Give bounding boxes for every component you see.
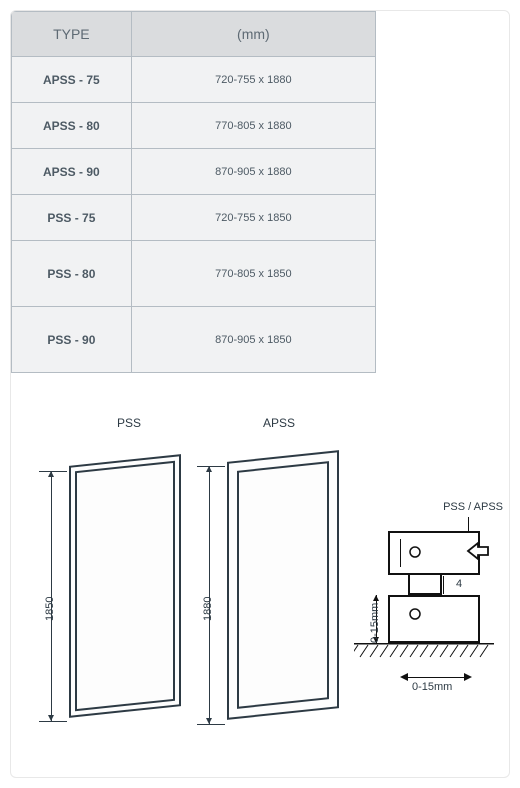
- section-label: PSS / APSS: [443, 501, 503, 513]
- technical-diagrams: PSS 1850 APSS 1880 PSS / APSS: [11, 416, 510, 776]
- cell-type: APSS - 90: [12, 149, 132, 195]
- dim-4: 4: [456, 578, 462, 590]
- apss-label: APSS: [249, 416, 309, 430]
- table-row: APSS - 80 770-805 x 1880: [12, 103, 376, 149]
- pss-dim-tick-bot: [39, 721, 67, 722]
- dim-0-15-v: 0-15mm: [369, 603, 381, 643]
- dim-0-15-h: 0-15mm: [412, 681, 452, 693]
- cell-type: APSS - 75: [12, 57, 132, 103]
- cell-type: PSS - 80: [12, 241, 132, 307]
- fastener-icon: [408, 607, 422, 621]
- cell-type: PSS - 90: [12, 307, 132, 373]
- table-row: APSS - 75 720-755 x 1880: [12, 57, 376, 103]
- dim-arrow-icon: [400, 673, 410, 682]
- fastener-icon: [408, 545, 422, 559]
- section-lower-profile: [388, 595, 480, 643]
- apss-panel-inner: [237, 461, 329, 709]
- cell-mm: 720-755 x 1850: [131, 195, 375, 241]
- pss-label: PSS: [99, 416, 159, 430]
- section-inner-line: [400, 539, 401, 567]
- table-header-row: TYPE (mm): [12, 12, 376, 57]
- apss-dim-tick-bot: [197, 724, 225, 725]
- cell-mm: 870-905 x 1880: [131, 149, 375, 195]
- pss-height-dim: 1850: [44, 597, 56, 621]
- header-type: TYPE: [12, 12, 132, 57]
- dim-arrow-icon: [373, 595, 379, 601]
- table-row: APSS - 90 870-905 x 1880: [12, 149, 376, 195]
- table-row: PSS - 90 870-905 x 1850: [12, 307, 376, 373]
- dim-arrow-icon: [48, 471, 54, 477]
- header-mm: (mm): [131, 12, 375, 57]
- section-bridge: [408, 575, 442, 595]
- dim-4-line: [443, 576, 444, 594]
- cell-type: APSS - 80: [12, 103, 132, 149]
- wall-hatch-icon: [354, 643, 494, 665]
- table-row: PSS - 80 770-805 x 1850: [12, 241, 376, 307]
- product-spec-card: TYPE (mm) APSS - 75 720-755 x 1880 APSS …: [10, 10, 510, 778]
- apss-height-dim: 1880: [202, 597, 214, 621]
- dim-arrow-icon: [206, 466, 212, 472]
- dimensions-table: TYPE (mm) APSS - 75 720-755 x 1880 APSS …: [11, 11, 376, 373]
- direction-arrow-icon: [466, 541, 502, 561]
- pss-panel-inner: [75, 461, 175, 712]
- cell-mm: 770-805 x 1880: [131, 103, 375, 149]
- cell-mm: 870-905 x 1850: [131, 307, 375, 373]
- section-detail-diagram: PSS / APSS 4: [348, 501, 503, 731]
- dim-h-line: [404, 677, 468, 678]
- dim-arrow-icon: [48, 715, 54, 721]
- cell-mm: 720-755 x 1880: [131, 57, 375, 103]
- dim-arrow-icon: [206, 718, 212, 724]
- apss-dim-line: [209, 466, 210, 724]
- dim-arrow-icon: [462, 673, 472, 682]
- table-row: PSS - 75 720-755 x 1850: [12, 195, 376, 241]
- cell-mm: 770-805 x 1850: [131, 241, 375, 307]
- cell-type: PSS - 75: [12, 195, 132, 241]
